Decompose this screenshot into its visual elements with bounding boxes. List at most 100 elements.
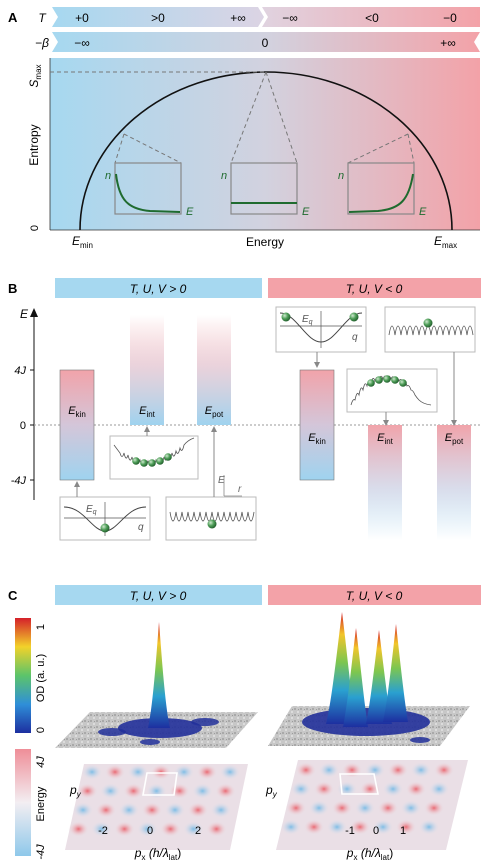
bar-label: Epot xyxy=(205,405,224,419)
energy-axis-arrow xyxy=(30,308,38,317)
inset-y-label: n xyxy=(105,170,111,182)
header-positive xyxy=(55,278,262,298)
energy-spot xyxy=(150,764,172,780)
energy-spot xyxy=(387,762,409,778)
inset-connector xyxy=(407,133,415,164)
energy-spots-left xyxy=(68,764,241,837)
energy-colorbar xyxy=(15,749,31,856)
energy-spot xyxy=(123,783,144,799)
energy-spot xyxy=(169,783,190,799)
inset-x-label: E xyxy=(302,206,310,218)
energy-spot xyxy=(280,819,302,835)
distribution-inset-increasing xyxy=(347,162,415,215)
atom xyxy=(148,459,156,467)
panel-c-label: C xyxy=(8,588,18,603)
energy-spot xyxy=(146,783,167,799)
energy-spot xyxy=(295,762,317,778)
od-tick-1: 1 xyxy=(35,624,47,630)
energy-spot xyxy=(164,802,186,818)
header-positive-text: T, U, V > 0 xyxy=(130,589,187,603)
arrow-head xyxy=(144,426,150,432)
blue-blob xyxy=(191,718,219,726)
inset-connector xyxy=(123,133,182,164)
energy-spot xyxy=(196,764,218,780)
panel-a-label: A xyxy=(8,10,18,25)
energy-spot xyxy=(418,819,440,835)
energy-axis-label: E xyxy=(20,307,29,321)
smax-label: Smax xyxy=(27,64,43,87)
bar-ekin-positive xyxy=(59,369,95,481)
energy-spot xyxy=(104,764,126,780)
energy-spot xyxy=(118,802,140,818)
energy-spot xyxy=(410,762,432,778)
tick-label-minus4j: -4J xyxy=(11,475,27,487)
atom xyxy=(383,375,391,383)
energy-tick-bottom: -4J xyxy=(35,844,47,860)
atom xyxy=(281,312,291,322)
panel-a: A T +0 >0 +∞ −∞ <0 −0 −β −∞ 0 +∞ Smax En… xyxy=(8,7,480,250)
trap-inset-left xyxy=(109,435,199,480)
er-axis-e: E xyxy=(218,475,225,486)
t-value: +∞ xyxy=(230,11,246,25)
brillouin-zone-left xyxy=(142,772,178,796)
blue-blob xyxy=(140,739,160,745)
od-colorbar-label: OD (a. u.) xyxy=(35,654,47,702)
bar-label: Epot xyxy=(445,432,464,446)
od-peak xyxy=(343,628,368,727)
arrow-head xyxy=(383,420,389,426)
px-label-left: px (h/λlat) xyxy=(134,846,181,862)
atom xyxy=(132,457,140,465)
entropy-plot-area xyxy=(50,58,480,230)
energy-spot xyxy=(68,821,89,837)
energy-spot xyxy=(77,783,98,799)
energy-spot xyxy=(395,819,417,835)
energy-tick-top: 4J xyxy=(35,756,47,768)
inset-y-label: n xyxy=(338,170,344,182)
bar-label: Ekin xyxy=(68,405,86,419)
emax-label: Emax xyxy=(434,234,457,250)
energy-spot xyxy=(81,764,103,780)
energy-spot xyxy=(91,821,112,837)
inset-q-label: q xyxy=(352,332,358,343)
energy-spot xyxy=(160,821,181,837)
energy-spot xyxy=(137,821,158,837)
energy-spot xyxy=(290,781,312,797)
beta-value: +∞ xyxy=(440,36,456,50)
energy-spot xyxy=(377,800,399,816)
bar-eint-positive xyxy=(130,315,164,425)
x-tick: 1 xyxy=(400,825,406,837)
energy-spot xyxy=(114,821,135,837)
inverted-lattice-potential xyxy=(388,325,474,336)
energy-spot xyxy=(433,762,455,778)
beta-arrow xyxy=(52,32,480,52)
x-tick: 2 xyxy=(195,825,201,837)
atom xyxy=(367,379,375,387)
py-label-left: py xyxy=(69,783,82,799)
trap-inset-right xyxy=(346,368,438,413)
panel-b-label: B xyxy=(8,281,17,296)
energy-spot xyxy=(285,800,307,816)
inset-x-label: E xyxy=(419,206,427,218)
distribution-inset-decreasing xyxy=(114,162,182,215)
distribution-curve-increasing xyxy=(348,173,414,213)
energy-spot xyxy=(303,819,325,835)
temperature-arrow-positive xyxy=(52,7,264,27)
beta-value: −∞ xyxy=(74,36,90,50)
beta-row-symbol: −β xyxy=(35,36,49,50)
header-negative xyxy=(268,278,481,298)
inset-connector xyxy=(230,71,267,164)
energy-spot xyxy=(372,819,394,835)
energy-spot xyxy=(192,783,213,799)
arrow-head xyxy=(74,481,80,487)
energy-spot xyxy=(206,821,227,837)
energy-spot xyxy=(72,802,94,818)
energy-spot xyxy=(95,802,117,818)
energy-spot xyxy=(313,781,335,797)
brillouin-zone-right xyxy=(339,773,379,795)
energy-spot xyxy=(349,819,371,835)
energy-spot xyxy=(405,781,427,797)
er-axis-r: r xyxy=(238,484,242,495)
energy-spot xyxy=(326,819,348,835)
bar-epot-negative xyxy=(437,425,471,540)
energy-spot xyxy=(127,764,149,780)
